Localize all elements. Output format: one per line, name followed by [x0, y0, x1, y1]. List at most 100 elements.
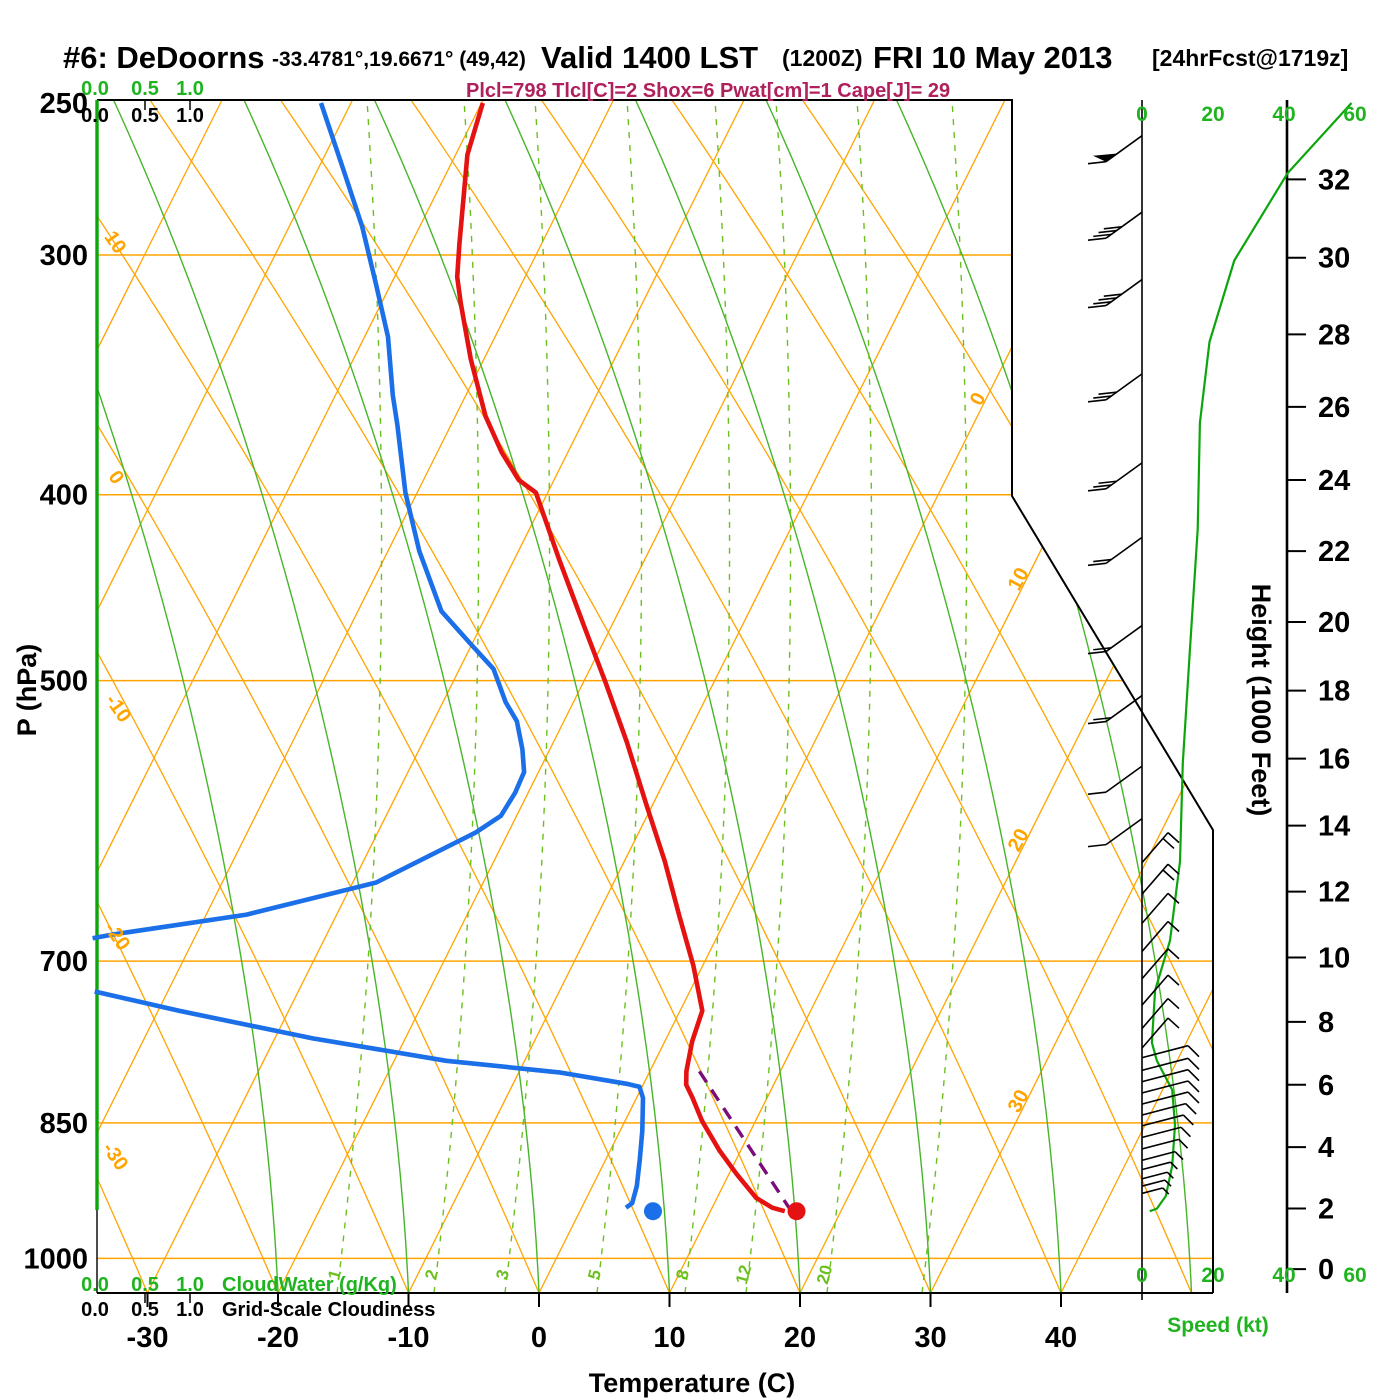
moist-adiabat-line: [112, 100, 410, 1293]
wind-barb-segment: [1087, 791, 1107, 795]
mixing-ratio-line: [921, 100, 968, 1293]
pressure-axis-label: P (hPa): [12, 644, 42, 737]
wind-barb-segment: [1162, 1187, 1170, 1195]
dry-adiabat-line: [97, 100, 279, 1293]
wind-barb-segment: [1098, 297, 1117, 301]
wind-barb-segment: [1141, 1102, 1186, 1116]
height-tick-label: 24: [1318, 465, 1350, 497]
wind-barb-segment: [1105, 278, 1143, 307]
dry-adiabat-line: [97, 100, 540, 1293]
cloudwater-scale-bottom: 1.0: [176, 1274, 204, 1296]
wind-barb-segment: [1141, 1068, 1189, 1083]
mixing-ratio-line: [745, 100, 792, 1293]
wind-barb-segment: [1167, 974, 1180, 986]
wind-barb-segment: [1103, 225, 1122, 230]
isotherm-line: [97, 100, 615, 1293]
speed-scale-top: 20: [1201, 103, 1224, 126]
speed-scale-bottom: 0: [1136, 1264, 1148, 1287]
wind-barb-segment: [1087, 399, 1107, 403]
wind-barb-segment: [1105, 624, 1143, 653]
plot-border: [97, 99, 1214, 1293]
wind-barb-segment: [1087, 843, 1107, 848]
wind-barb-segment: [1174, 1151, 1184, 1161]
height-tick-label: 0: [1318, 1254, 1334, 1286]
wind-barb-segment: [1141, 863, 1169, 895]
height-tick-label: 14: [1318, 811, 1350, 843]
isotherm-label: 0: [966, 389, 991, 409]
title-date: FRI 10 May 2013: [873, 40, 1113, 75]
isotherm-line: [146, 100, 745, 1293]
speed-scale-bottom: 20: [1201, 1264, 1224, 1287]
cloudwater-scale-top: 0.0: [81, 78, 109, 100]
surface-dewpoint-dot: [643, 1202, 662, 1221]
isotherm-line: [97, 100, 354, 1293]
isotherm-label: 20: [1004, 825, 1034, 855]
wind-barb-segment: [1093, 300, 1112, 305]
wind-barb-segment: [1187, 1080, 1200, 1093]
wind-barb-segment: [1167, 920, 1180, 933]
cloudiness-scale-bottom: 0.0: [81, 1299, 109, 1321]
wind-barb-flag: [1093, 153, 1118, 162]
wind-barb-segment: [1098, 229, 1117, 234]
title-valid: Valid 1400 LST: [541, 40, 758, 75]
wind-barb-segment: [1182, 1114, 1194, 1126]
wind-barb-segment: [1103, 293, 1122, 297]
wind-barb-segment: [1141, 1044, 1189, 1059]
isotherm-label: 30: [1004, 1086, 1034, 1116]
wind-barb-segment: [1141, 832, 1169, 864]
temperature-curve: [454, 102, 786, 1214]
parcel-path-line: [697, 1070, 793, 1213]
dry-adiabat-label: -30: [98, 1138, 133, 1174]
subtitle-indices: Plcl=798 Tlcl[C]=2 Shox=6 Pwat[cm]=1 Cap…: [466, 80, 950, 102]
height-tick-label: 22: [1318, 536, 1350, 568]
cloudiness-label: Grid-Scale Cloudiness: [222, 1299, 435, 1321]
cloudiness-scale-top: 0.5: [131, 105, 159, 127]
wind-barb-segment: [1141, 1179, 1166, 1187]
wind-barb-segment: [1141, 1126, 1182, 1139]
dry-adiabat-line: [671, 100, 1213, 1293]
height-tick-label: 30: [1318, 243, 1350, 275]
grid-clipped: [97, 100, 1213, 1293]
wind-barb-segment: [1087, 160, 1107, 165]
moist-adiabat-line: [243, 100, 540, 1293]
height-tick-label: 2: [1318, 1194, 1334, 1226]
height-axis-label: Height (1000 Feet): [1246, 584, 1276, 817]
wind-barb-segment: [1187, 1045, 1200, 1058]
cloudwater-scale-top: 0.5: [131, 78, 159, 100]
dry-adiabat-line: [97, 100, 410, 1293]
cloudiness-scale-bottom: 0.5: [131, 1299, 159, 1321]
wind-barb-segment: [1141, 1138, 1180, 1150]
wind-barb-segment: [1167, 948, 1180, 960]
title-coords: -33.4781°,19.6671° (49,42): [272, 48, 526, 71]
wind-barb-segment: [1087, 488, 1107, 492]
wind-barb-segment: [1093, 716, 1112, 721]
mixing-ratio-line: [336, 100, 383, 1293]
wind-barb-segment: [1185, 1103, 1197, 1115]
wind-barb-segment: [1167, 863, 1180, 875]
wind-barb-segment: [1141, 998, 1169, 1030]
pressure-tick-label: 700: [40, 946, 88, 978]
wind-barb-segment: [1087, 304, 1107, 309]
height-tick-label: 10: [1318, 943, 1350, 975]
height-tick-label: 4: [1318, 1132, 1334, 1164]
isotherm-line: [407, 100, 1006, 1293]
wind-barb-segment: [1187, 1091, 1200, 1104]
wind-barb-segment: [1167, 892, 1180, 904]
height-tick-label: 26: [1318, 392, 1350, 424]
cloudwater-label: CloudWater (g/Kg): [222, 1274, 397, 1296]
cloudwater-scale-bottom: 0.5: [131, 1274, 159, 1296]
dewpoint-curve-lower: [94, 989, 646, 1210]
cloudiness-scale-top: 1.0: [176, 105, 204, 127]
dry-adiabat-line: [410, 100, 1062, 1293]
temperature-tick-label: 20: [784, 1322, 816, 1354]
wind-barb-segment: [1093, 395, 1112, 399]
wind-barb-segment: [1162, 869, 1175, 881]
temperature-axis-label: Temperature (C): [589, 1368, 796, 1398]
title-zulu: (1200Z): [782, 45, 863, 71]
speed-scale-bottom: 60: [1343, 1264, 1366, 1287]
wind-barb-segment: [1169, 1161, 1178, 1170]
title-fcst: [24hrFcst@1719z]: [1152, 45, 1348, 71]
moist-adiabat-line: [765, 100, 1062, 1293]
wind-barb-segment: [1098, 391, 1117, 396]
